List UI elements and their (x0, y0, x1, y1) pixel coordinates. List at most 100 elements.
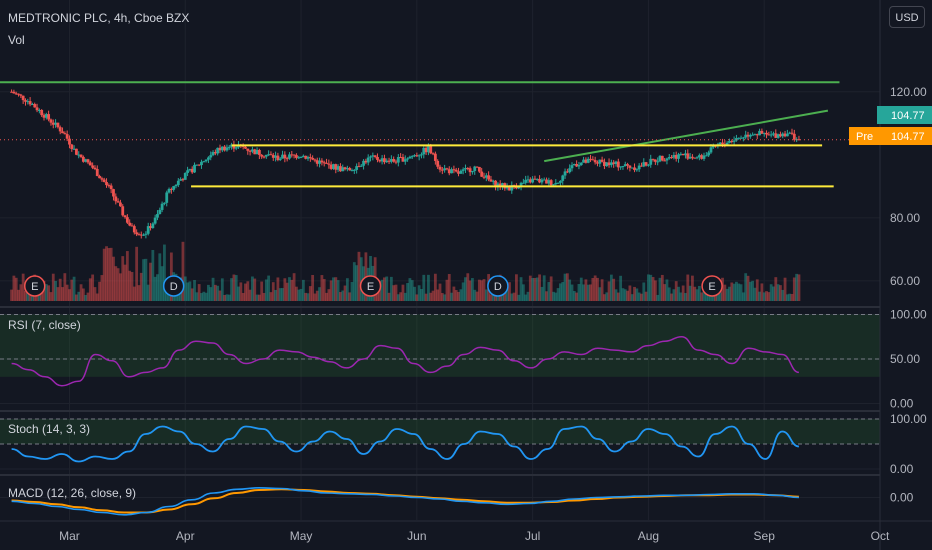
macd-label[interactable]: MACD (12, 26, close, 9) (8, 486, 136, 500)
volume-bar-244 (575, 292, 579, 301)
currency-button[interactable]: USD (889, 6, 925, 28)
candle-body-6 (24, 100, 27, 102)
volume-bar-117 (281, 288, 284, 301)
candle-body-302 (709, 147, 713, 153)
rsi-label[interactable]: RSI (7, close) (8, 318, 81, 332)
volume-bar-47 (119, 273, 122, 301)
stoch-label[interactable]: Stoch (14, 3, 3) (8, 422, 90, 436)
candle-body-226 (533, 178, 537, 180)
volume-bar-120 (288, 277, 291, 301)
candle-body-207 (489, 179, 493, 182)
volume-bar-179 (424, 293, 428, 301)
volume-bar-326 (765, 291, 768, 301)
volume-bar-290 (681, 285, 685, 301)
volume-bar-292 (686, 274, 690, 301)
candle-body-78 (190, 168, 194, 173)
volume-bar-49 (123, 264, 127, 301)
candle-body-316 (741, 137, 745, 139)
candle-body-143 (341, 167, 345, 172)
volume-bar-37 (95, 293, 99, 301)
volume-bar-28 (75, 294, 78, 301)
volume-bar-158 (376, 288, 379, 301)
event-marker-1[interactable] (23, 275, 46, 297)
volume-bar-296 (695, 289, 699, 301)
trend-line-2[interactable] (544, 109, 829, 163)
candle-body-112 (269, 154, 273, 156)
volume-bar-130 (311, 274, 315, 301)
candle-body-320 (751, 134, 755, 136)
candle-body-322 (755, 134, 759, 136)
volume-bar-311 (730, 282, 734, 301)
candle-body-180 (427, 146, 430, 153)
candle-body-319 (748, 135, 752, 137)
event-marker-5[interactable] (701, 275, 723, 297)
volume-bar-322 (755, 279, 759, 301)
trend-lines[interactable] (0, 81, 880, 188)
volume-bar-270 (635, 288, 639, 301)
volume-bar-115 (276, 277, 280, 301)
stoch-line (11, 425, 800, 463)
candle-body-5 (21, 95, 25, 101)
candle-body-109 (262, 156, 266, 158)
candle-body-93 (225, 147, 229, 151)
event-marker-2[interactable] (162, 275, 185, 297)
candle-body-329 (772, 133, 775, 135)
volume-bar-216 (510, 293, 514, 301)
candle-body-184 (436, 160, 440, 167)
candle-body-293 (688, 156, 692, 159)
event-marker-4[interactable] (487, 275, 509, 297)
volume-bar-50 (125, 251, 129, 301)
volume-bar-64 (158, 253, 162, 301)
volume-bar-100 (241, 292, 245, 301)
volume-bar-239 (563, 273, 567, 301)
candle-body-73 (179, 179, 183, 181)
candle-body-203 (480, 171, 484, 177)
volume-bar-90 (218, 290, 222, 301)
candle-body-90 (218, 147, 222, 151)
candle-body-271 (637, 165, 641, 170)
volume-bar-230 (542, 275, 546, 301)
volume-bar-260 (612, 278, 616, 301)
volume-bar-249 (586, 284, 590, 301)
candle-body-72 (176, 180, 180, 186)
candle-body-80 (195, 164, 199, 166)
candle-body-312 (732, 140, 736, 142)
volume-bar-178 (422, 274, 426, 301)
volume-bar-248 (584, 279, 588, 301)
volume-bar-171 (406, 283, 409, 301)
volume-bar-317 (744, 273, 748, 301)
volume-bar-147 (350, 281, 354, 301)
candle-body-263 (619, 166, 623, 168)
candle-body-227 (535, 178, 539, 180)
candle-body-101 (244, 146, 247, 149)
candle-body-55 (137, 234, 141, 236)
time-axis[interactable]: Mar Apr May Jun Jul Aug Sep Oct (59, 529, 890, 543)
candle-body-14 (42, 115, 46, 118)
volume-bar-238 (561, 282, 565, 301)
volume-bar-72 (176, 292, 180, 301)
price-axis[interactable]: 120.0080.0060.00100.0050.000.00100.000.0… (890, 85, 927, 505)
candle-body-84 (204, 159, 208, 162)
candle-body-285 (670, 157, 673, 159)
candle-body-315 (739, 137, 743, 139)
volume-bar-185 (438, 283, 442, 301)
candle-body-170 (403, 159, 407, 162)
candle-body-3 (17, 93, 20, 95)
volume-bar-330 (774, 277, 778, 301)
volume-bar-293 (688, 285, 692, 301)
event-marker-3[interactable] (359, 275, 382, 297)
volume-bar-109 (262, 292, 266, 301)
candle-body-219 (517, 186, 521, 189)
volume-bar-284 (667, 287, 671, 301)
volume-bar-161 (383, 277, 386, 301)
candle-body-183 (433, 153, 437, 161)
candle-body-171 (406, 158, 409, 160)
candle-body-142 (339, 166, 342, 172)
candle-body-214 (505, 186, 509, 189)
candle-body-245 (577, 165, 581, 167)
volume-bar-224 (528, 275, 532, 301)
volume-bar-104 (251, 276, 254, 301)
